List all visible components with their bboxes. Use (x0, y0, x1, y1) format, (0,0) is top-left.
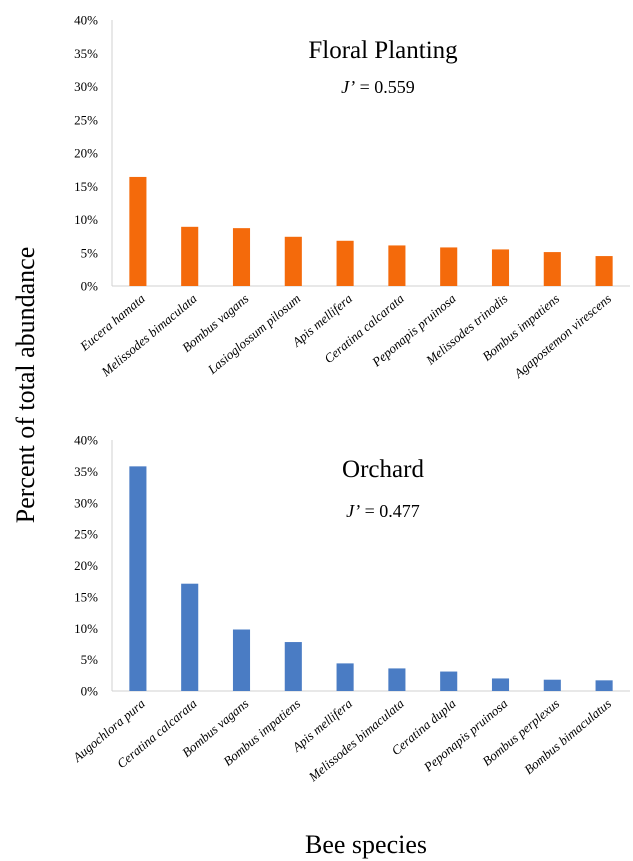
bar (129, 466, 146, 691)
evenness-label: J’ (341, 77, 355, 97)
bar (337, 663, 354, 691)
bar (285, 237, 302, 286)
y-tick-label: 25% (74, 527, 98, 542)
bar (544, 252, 561, 286)
y-tick-label: 0% (81, 684, 99, 699)
bar (388, 668, 405, 691)
bar (440, 247, 457, 286)
bar (440, 672, 457, 691)
y-tick-label: 0% (81, 279, 99, 294)
evenness-annotation: J’ = 0.477 (346, 501, 420, 521)
x-axis-label: Bee species (305, 830, 427, 859)
bar (337, 241, 354, 286)
bar (181, 227, 198, 286)
y-tick-label: 10% (74, 212, 98, 227)
y-tick-label: 30% (74, 495, 98, 510)
y-tick-label: 25% (74, 112, 98, 127)
bar (596, 256, 613, 286)
evenness-value: = 0.477 (365, 501, 420, 521)
bar (492, 678, 509, 691)
bar (596, 680, 613, 691)
bar (233, 630, 250, 691)
y-tick-label: 35% (74, 464, 98, 479)
y-tick-label: 35% (74, 46, 98, 61)
bar (544, 680, 561, 691)
panel-title: Floral Planting (308, 37, 458, 64)
x-tick-label: Melissodes bimaculata (98, 290, 200, 379)
y-tick-label: 15% (74, 589, 98, 604)
y-tick-label: 10% (74, 621, 98, 636)
evenness-label: J’ (346, 501, 360, 521)
floral-planting-panel: Floral Planting J’ = 0.559 0% 5% 10% 15% 20%… (74, 13, 630, 382)
evenness-value: = 0.559 (360, 77, 415, 97)
y-tick-label: 40% (74, 433, 98, 448)
bar (388, 245, 405, 286)
x-tick-label: Melissodes bimaculata (305, 695, 407, 784)
x-tick-label: Bombus bimaculatus (521, 696, 614, 777)
y-tick-label: 20% (74, 146, 98, 161)
bar (181, 584, 198, 691)
y-tick-label: 5% (81, 652, 99, 667)
bar (492, 249, 509, 286)
panel-title: Orchard (342, 456, 424, 483)
y-tick-label: 40% (74, 13, 98, 28)
bar (233, 228, 250, 286)
orchard-panel: Orchard J’ = 0.477 0% 5% 10% 15% 20% 25% 30% 35… (69, 433, 630, 785)
y-axis-label: Percent of total abundance (11, 247, 40, 524)
bar (285, 642, 302, 691)
x-tick-label: Agapostemon virescens (510, 291, 614, 382)
y-tick-label: 5% (81, 245, 99, 260)
bar (129, 177, 146, 286)
y-tick-label: 20% (74, 558, 98, 573)
x-tick-label: Lasioglossum pilosum (204, 291, 303, 378)
y-tick-label: 30% (74, 79, 98, 94)
evenness-annotation: J’ = 0.559 (341, 77, 415, 97)
y-tick-label: 15% (74, 179, 98, 194)
